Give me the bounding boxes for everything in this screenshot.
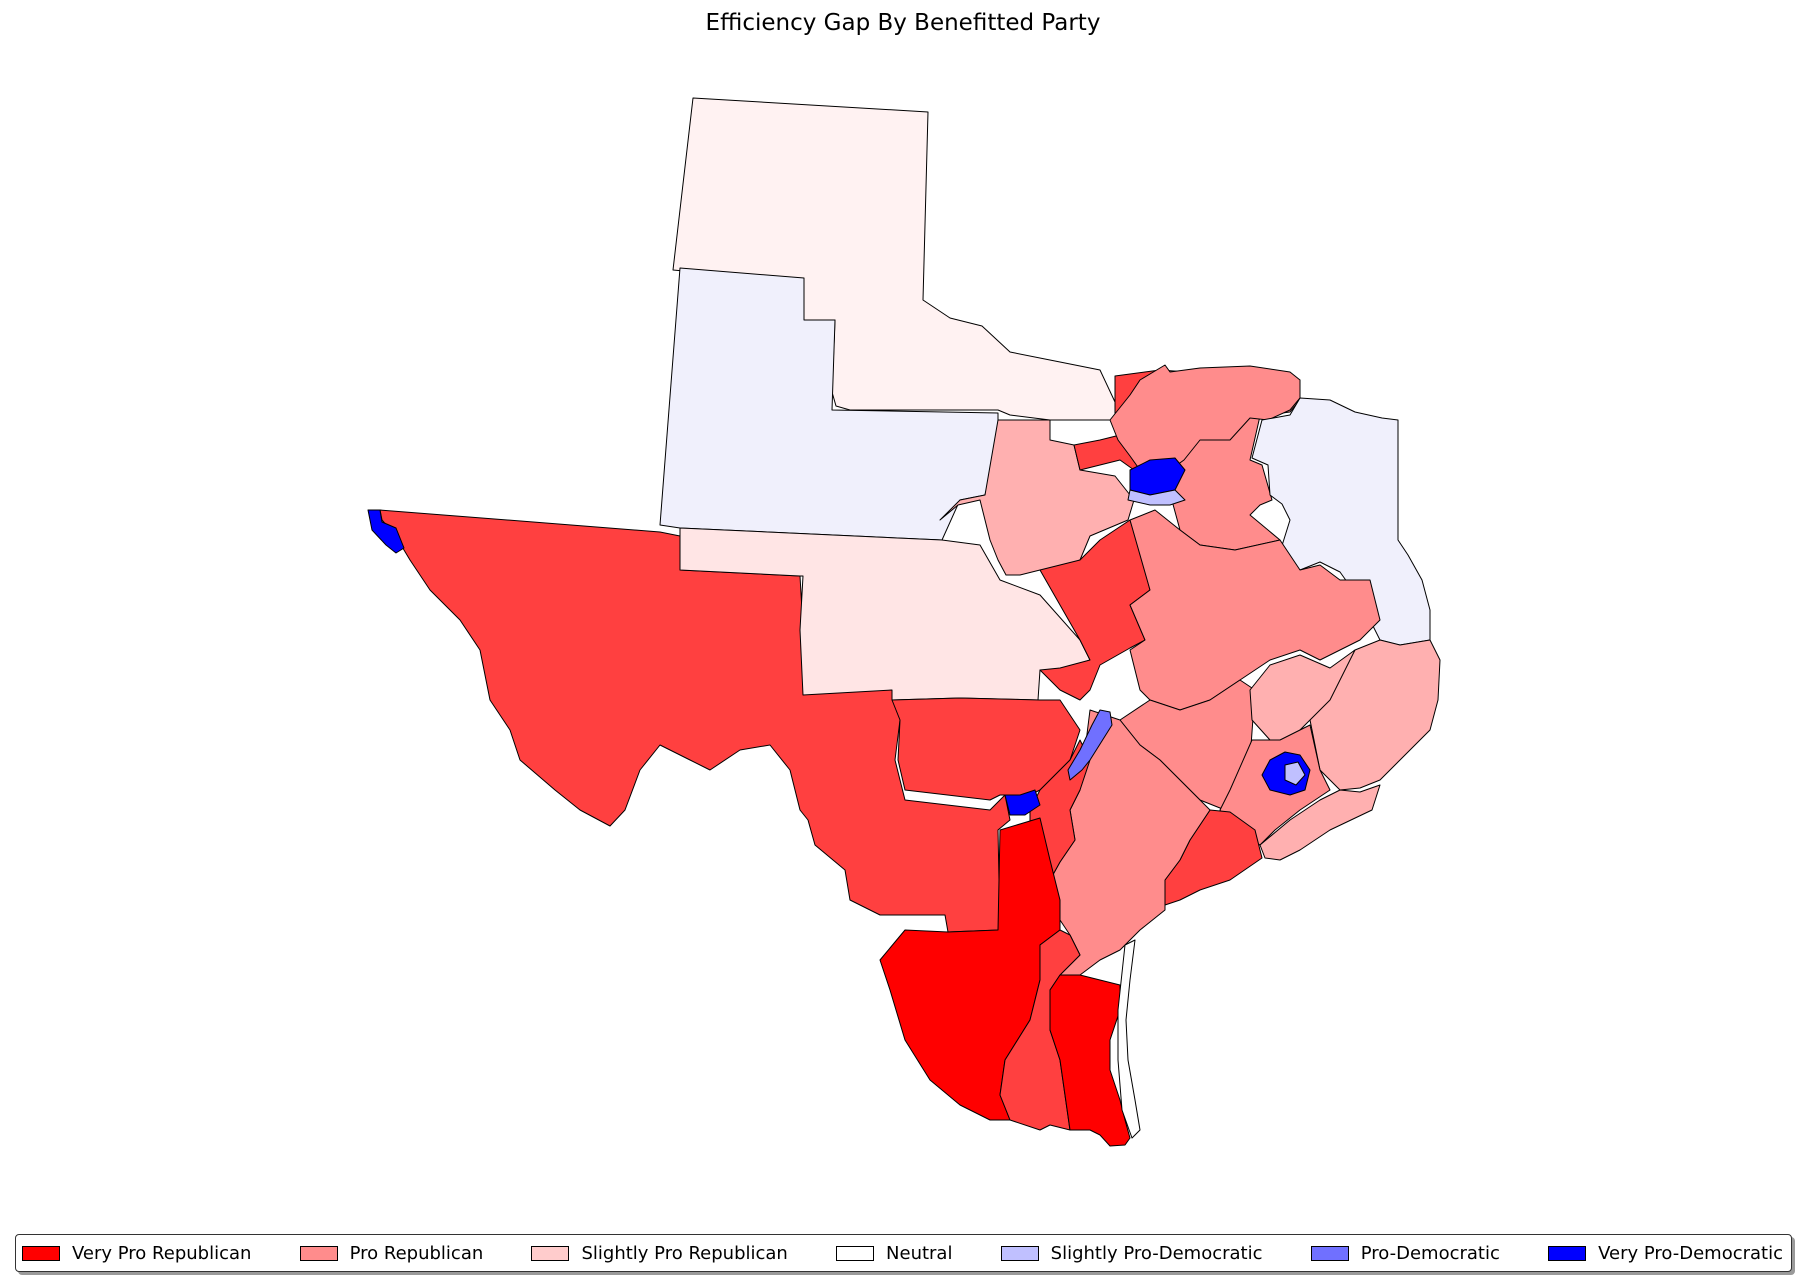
district-houston-north xyxy=(1249,649,1356,741)
legend-item: Neutral xyxy=(836,1243,952,1264)
legend-item: Pro Republican xyxy=(299,1242,484,1264)
legend-swatch xyxy=(299,1245,338,1261)
district-el-paso xyxy=(367,509,405,554)
legend-label: Very Pro-Democratic xyxy=(1598,1242,1783,1264)
legend-item: Very Pro Republican xyxy=(22,1243,251,1264)
legend-item: Very Pro-Democratic xyxy=(1548,1243,1783,1264)
district-south-texas-east xyxy=(1049,974,1131,1147)
district-dallas-slight xyxy=(1127,489,1186,506)
legend-label: Pro-Democratic xyxy=(1360,1242,1500,1264)
legend-swatch xyxy=(1548,1245,1587,1261)
legend-item: Slightly Pro-Democratic xyxy=(1000,1242,1263,1264)
legend-label: Neutral xyxy=(886,1242,953,1264)
district-houston-core-slight xyxy=(1284,761,1306,786)
district-north-central xyxy=(1109,364,1301,471)
legend-swatch xyxy=(1000,1245,1039,1261)
legend-label: Slightly Pro Republican xyxy=(581,1242,788,1264)
district-houston-southeast xyxy=(1259,784,1381,861)
district-coast-islands xyxy=(1117,939,1141,1139)
legend-swatch xyxy=(1310,1245,1349,1261)
legend-item: Pro-Democratic xyxy=(1310,1242,1500,1264)
legend-label: Very Pro Republican xyxy=(72,1242,252,1264)
district-central-east xyxy=(1129,509,1381,711)
map-title: Efficiency Gap By Benefitted Party xyxy=(705,10,1101,36)
district-austin-core xyxy=(1067,709,1113,781)
legend-swatch xyxy=(531,1245,570,1261)
district-austin-west xyxy=(1039,519,1151,701)
legend-swatch xyxy=(22,1245,60,1261)
district-east-texas xyxy=(1309,639,1441,791)
legend-label: Pro Republican xyxy=(349,1242,484,1264)
legend-label: Slightly Pro-Democratic xyxy=(1050,1242,1263,1264)
legend-item: Slightly Pro Republican xyxy=(531,1242,788,1264)
district-san-antonio-core xyxy=(1004,789,1041,816)
legend: Very Pro Republican Pro Republican Slightl… xyxy=(15,1234,1792,1272)
legend-swatch xyxy=(836,1245,875,1261)
